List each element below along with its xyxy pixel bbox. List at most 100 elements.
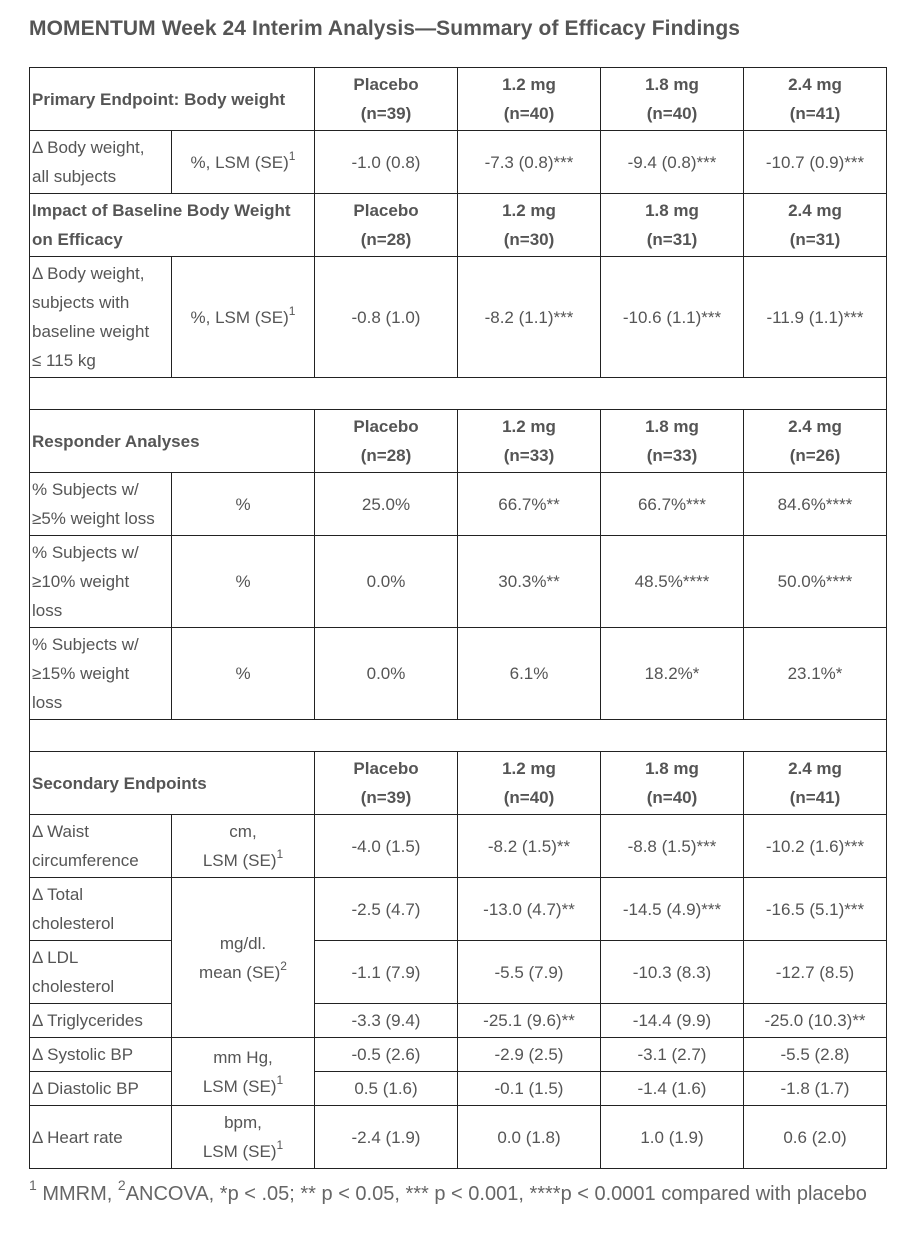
text-line: % [235,494,251,514]
value-cell: -14.4 (9.9) [600,1003,744,1038]
arm-header: 2.4 mg (n=31) [743,193,887,257]
table-row: Δ Heart rate bpm, LSM (SE)1 -2.4 (1.9) 0.0 (… [29,1105,887,1169]
text-line: Δ Diastolic BP [32,1079,139,1098]
text-line: circumference [32,851,139,870]
text-line: LSM (SE) [202,851,277,870]
footnote-text-2: ANCOVA, *p < .05; ** p < 0.05, *** p < 0… [125,1183,867,1205]
value-cell: 48.5%**** [600,535,744,628]
value-cell: -13.0 (4.7)** [457,877,601,941]
value-cell: 6.1% [457,627,601,720]
row-label: Δ Total cholesterol [29,877,172,941]
unit-cell: % [171,472,315,536]
arm-name: 2.4 mg [788,201,842,220]
arm-n: (n=31) [789,230,841,249]
table-row: Δ Body weight, all subjects%, LSM (SE)1 -1… [29,130,887,194]
footnote-ref: 1 [288,303,296,318]
arm-name: 1.8 mg [645,417,699,436]
footnote-ref: 1 [276,1072,284,1087]
text-line: all subjects [32,167,117,186]
text-line: Δ Total [32,885,84,904]
footnote-ref: 2 [280,958,287,973]
footnote: 1 MMRM, 2ANCOVA, *p < .05; ** p < 0.05, … [29,1176,879,1213]
arm-header: Placebo (n=39) [314,67,458,131]
text-line: Δ Heart rate [32,1127,123,1147]
section-header-row: Primary Endpoint: Body weight Placebo (n=3… [29,67,887,131]
table-row: Δ Diastolic BP 0.5 (1.6) -0.1 (1.5) -1.4 (1… [29,1071,887,1106]
value-cell: -10.3 (8.3) [600,940,744,1004]
arm-n: (n=40) [503,104,555,123]
footnote-ref: 1 [276,847,284,861]
value-cell: -0.5 (2.6) [314,1037,458,1072]
arm-header: 1.8 mg (n=31) [600,193,744,257]
arm-header: 1.8 mg (n=40) [600,751,744,815]
value-cell: -7.3 (0.8)*** [457,130,601,194]
unit-cell: %, LSM (SE)1 [171,256,315,378]
value-cell: -25.1 (9.6)** [457,1003,601,1038]
value-cell: -2.9 (2.5) [457,1037,601,1072]
row-label: Δ Waist circumference [29,814,172,878]
value-cell: -8.8 (1.5)*** [600,814,744,878]
section-header-row: Secondary Endpoints Placebo (n=39) 1.2 mg (n… [29,751,887,815]
section-title: Secondary Endpoints [29,751,315,815]
arm-name: 1.8 mg [645,759,699,778]
section-title: Primary Endpoint: Body weight [29,67,315,131]
footnote-text-1: MMRM, [36,1183,118,1205]
arm-name: 2.4 mg [788,75,842,94]
page-title: MOMENTUM Week 24 Interim Analysis—Summar… [29,17,741,40]
text-line: Δ Body weight, [32,264,145,283]
text-line: LSM (SE) [202,1142,277,1161]
value-cell: -5.5 (2.8) [743,1037,887,1072]
section-title: Responder Analyses [29,409,315,473]
value-cell: -12.7 (8.5) [743,940,887,1004]
row-label: % Subjects w/ ≥5% weight loss [29,472,172,536]
arm-n: (n=30) [503,230,555,249]
value-cell: 0.0% [314,627,458,720]
value-cell: 0.6 (2.0) [743,1105,887,1169]
arm-n: (n=28) [360,446,412,465]
row-label: Δ Systolic BP [29,1037,172,1072]
spacer-cell [29,377,887,410]
value-cell: -14.5 (4.9)*** [600,877,744,941]
text-line: % [235,664,251,683]
arm-header: Placebo (n=28) [314,193,458,257]
table-row: % Subjects w/≥5% weight loss% 25.0% 66.7%*… [29,472,887,536]
value-cell: -1.8 (1.7) [743,1071,887,1106]
section-title: Impact of Baseline Body Weight on Effica… [29,193,315,257]
value-cell: -1.1 (7.9) [314,940,458,1004]
arm-n: (n=31) [646,230,698,249]
arm-name: Placebo [353,75,419,94]
table-row: % Subjects w/ ≥10% weight loss% 0.0% 30.3%**… [29,535,887,628]
text-line: cholesterol [32,914,115,933]
arm-n: (n=39) [360,788,412,807]
text-line: LSM (SE) [202,1076,277,1096]
arm-name: 1.2 mg [502,201,556,220]
arm-header: 1.2 mg (n=33) [457,409,601,473]
spacer-row [29,377,887,410]
arm-header: 2.4 mg (n=41) [743,67,887,131]
value-cell: 30.3%** [457,535,601,628]
spacer-cell [29,719,887,752]
arm-name: 1.8 mg [645,201,699,220]
footnote-marker-2: 2 [117,1177,126,1193]
arm-n: (n=40) [646,788,698,807]
spacer-row [29,719,887,752]
arm-header: 2.4 mg (n=26) [743,409,887,473]
arm-name: 2.4 mg [788,759,842,778]
value-cell: 66.7%*** [600,472,744,536]
value-cell: -2.5 (4.7) [314,877,458,941]
arm-name: Placebo [353,759,419,778]
value-cell: -10.2 (1.6)*** [743,814,887,878]
text-line: Δ Triglycerides [32,1011,143,1030]
arm-header: 2.4 mg (n=41) [743,751,887,815]
text-line: % Subjects w/ [32,480,139,499]
text-line: mg/dl. [219,933,267,953]
text-line: ≥10% weight [32,572,130,591]
value-cell: 66.7%** [457,472,601,536]
arm-n: (n=26) [789,446,841,465]
text-line: % [235,572,251,591]
row-label: Δ Diastolic BP [29,1071,172,1106]
text-line: ≤ 115 kg [32,351,96,370]
value-cell: 1.0 (1.9) [600,1105,744,1169]
text-line: bpm, [224,1113,262,1132]
arm-header: Placebo (n=28) [314,409,458,473]
